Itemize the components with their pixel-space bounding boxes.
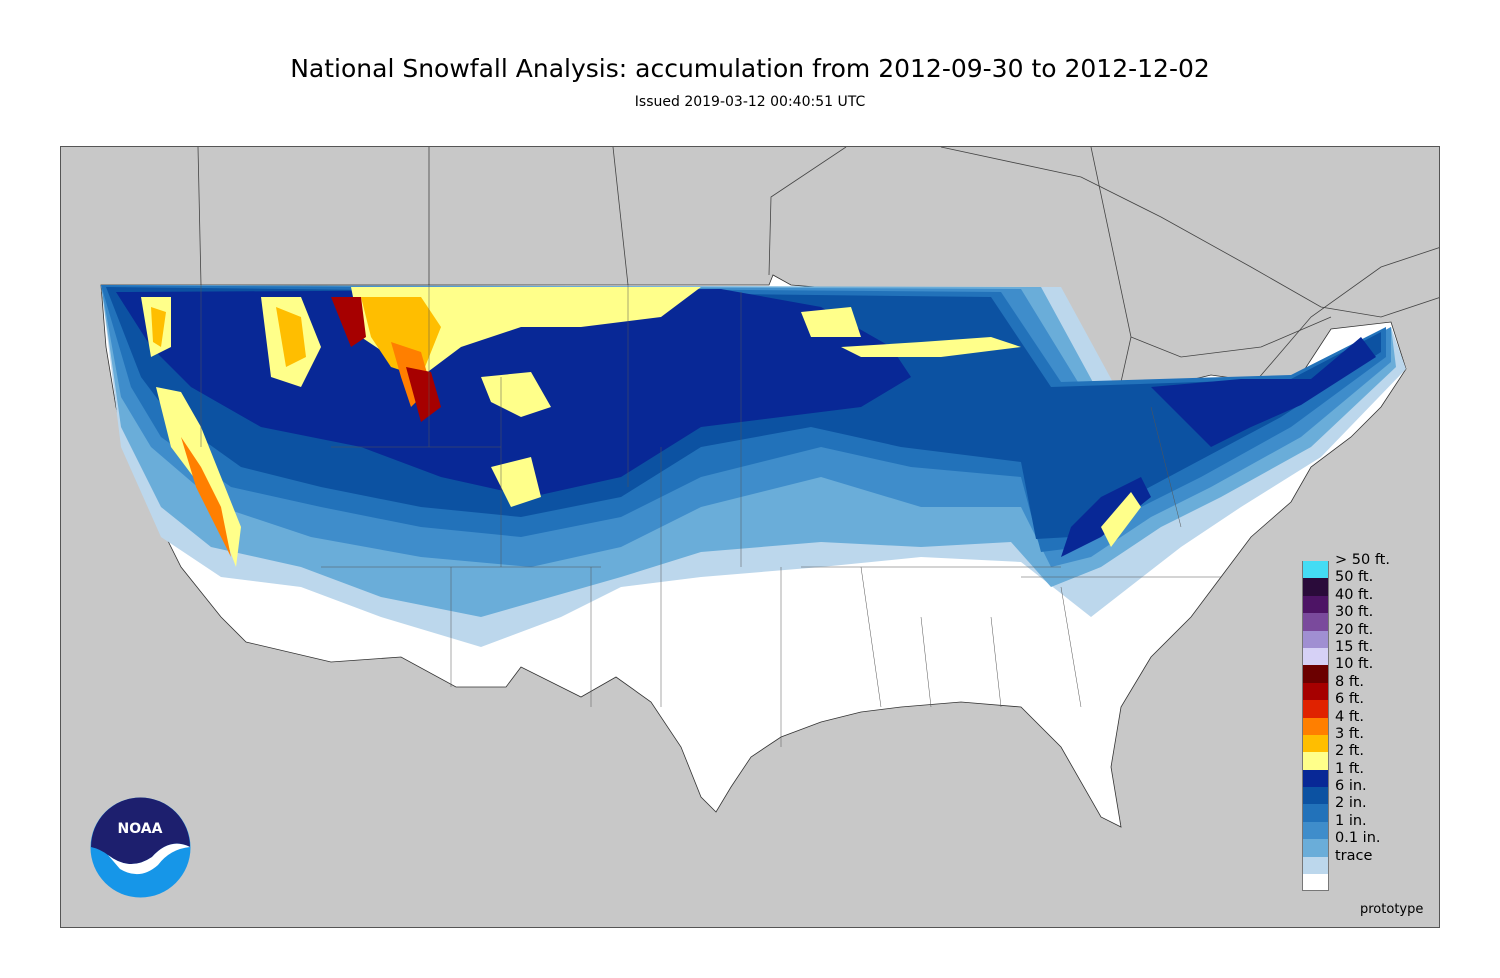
legend-swatch	[1302, 874, 1329, 892]
prototype-label: prototype	[1360, 902, 1424, 917]
legend-label: 3 ft.	[1335, 725, 1364, 742]
legend-label: 15 ft.	[1335, 638, 1374, 655]
legend-label: 8 ft.	[1335, 673, 1364, 690]
legend-swatch	[1302, 717, 1329, 735]
legend-swatch	[1302, 839, 1329, 857]
issued-timestamp: Issued 2019-03-12 00:40:51 UTC	[634, 94, 866, 110]
legend-swatch	[1302, 821, 1329, 840]
legend-label: 6 ft.	[1335, 691, 1364, 708]
state-borders	[200, 285, 1221, 747]
legend-swatch	[1302, 856, 1329, 875]
legend-swatch	[1302, 647, 1329, 666]
legend-label: 4 ft.	[1335, 708, 1364, 725]
noaa-logo: NOAA	[90, 797, 191, 898]
legend-swatch	[1302, 578, 1329, 596]
map-title: National Snowfall Analysis: accumulation…	[290, 54, 1210, 83]
legend-swatch	[1302, 804, 1329, 822]
legend-swatch	[1302, 734, 1329, 753]
legend-swatch	[1302, 752, 1329, 770]
legend-swatch	[1302, 769, 1329, 788]
legend-label: 30 ft.	[1335, 604, 1374, 621]
legend-label: 20 ft.	[1335, 621, 1374, 638]
legend-label: 6 in.	[1335, 778, 1367, 795]
legend-label: > 50 ft.	[1335, 552, 1390, 568]
legend-label: 2 in.	[1335, 795, 1367, 812]
legend-swatch	[1302, 682, 1329, 701]
legend-swatch	[1302, 700, 1329, 718]
snowfall-shading	[101, 285, 1406, 647]
legend-swatch	[1302, 561, 1329, 579]
legend-label: 1 in.	[1335, 812, 1367, 829]
legend-label: 10 ft.	[1335, 656, 1374, 673]
legend-swatch	[1302, 613, 1329, 631]
legend-label: 1 ft.	[1335, 760, 1364, 777]
snowfall-map-svg	[100, 147, 1439, 828]
legend-label: 50 ft.	[1335, 569, 1374, 586]
noaa-logo-text: NOAA	[118, 821, 163, 837]
legend-swatch	[1302, 665, 1329, 683]
legend-swatch	[1302, 787, 1329, 805]
legend-label: 40 ft.	[1335, 586, 1374, 603]
legend-label: trace	[1335, 847, 1373, 864]
noaa-logo-icon: NOAA	[90, 797, 191, 898]
legend-label: 2 ft.	[1335, 743, 1364, 760]
legend-swatch	[1302, 630, 1329, 648]
snowfall-map	[60, 146, 1440, 928]
legend-swatch	[1302, 595, 1329, 614]
legend-label: 0.1 in.	[1335, 830, 1381, 847]
